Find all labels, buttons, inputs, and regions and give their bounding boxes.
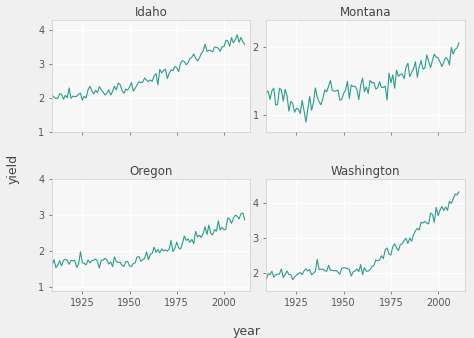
Title: Montana: Montana: [340, 6, 391, 19]
Text: year: year: [232, 324, 261, 338]
Text: yield: yield: [7, 154, 20, 184]
Title: Idaho: Idaho: [135, 6, 168, 19]
Title: Oregon: Oregon: [129, 165, 173, 178]
Title: Washington: Washington: [331, 165, 400, 178]
